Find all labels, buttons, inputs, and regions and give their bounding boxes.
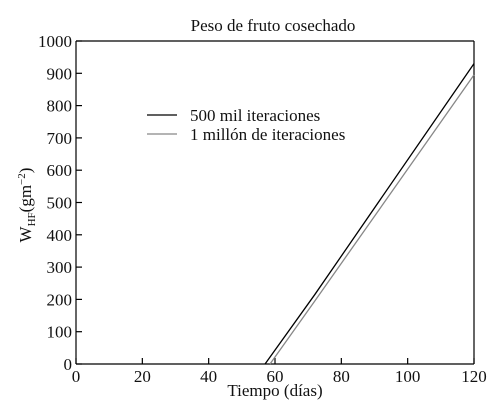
y-axis-label-sup: −2 [16, 173, 28, 185]
y-axis-label-sub: HF [26, 212, 38, 226]
y-tick-label: 200 [47, 290, 73, 309]
x-tick-label: 80 [333, 367, 350, 386]
series-lines [264, 63, 475, 365]
x-tick-label: 40 [200, 367, 217, 386]
y-tick-label: 0 [64, 355, 73, 374]
x-ticks: 0 20 40 60 80 100 120 [72, 358, 487, 386]
plot-frame [75, 40, 475, 365]
y-tick-label: 900 [47, 64, 73, 83]
chart-title: Peso de fruto cosechado [191, 16, 356, 35]
y-tick-label: 700 [47, 129, 73, 148]
y-tick-label: 800 [47, 97, 73, 116]
legend: 500 mil iteraciones 1 millón de iteracio… [147, 106, 345, 144]
x-tick-label: 120 [461, 367, 487, 386]
y-tick-label: 100 [47, 323, 73, 342]
legend-label-500mil: 500 mil iteraciones [190, 106, 320, 125]
x-tick-label: 100 [395, 367, 421, 386]
y-axis-label-close: ) [16, 168, 35, 174]
x-axis-label: Tiempo (días) [227, 381, 322, 400]
y-tick-label: 400 [47, 226, 73, 245]
legend-label-1millon: 1 millón de iteraciones [190, 125, 345, 144]
y-ticks: 0 100 200 300 400 500 600 700 800 900 1000 [38, 32, 82, 374]
y-axis-label-unit: (gm [16, 185, 35, 212]
y-tick-label: 1000 [38, 32, 72, 51]
y-axis-label: WHF(gm−2) [16, 168, 38, 243]
y-tick-label: 300 [47, 258, 73, 277]
series-line-0 [264, 63, 475, 365]
y-axis-label-main: W [16, 225, 35, 242]
x-tick-label: 60 [267, 367, 284, 386]
y-tick-label: 600 [47, 161, 73, 180]
series-line-1 [269, 74, 475, 365]
y-tick-label: 500 [47, 194, 73, 213]
x-tick-label: 0 [72, 367, 81, 386]
x-tick-label: 20 [134, 367, 151, 386]
